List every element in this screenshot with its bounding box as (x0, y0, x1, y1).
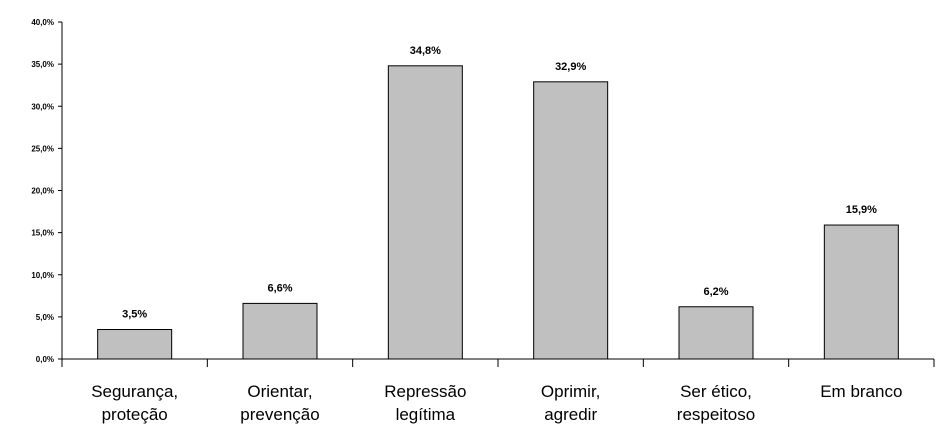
y-tick-label: 10,0% (31, 271, 54, 280)
y-tick-label: 30,0% (31, 102, 54, 111)
x-category-label: legítima (396, 405, 456, 424)
x-category-label: Oprimir, (541, 382, 601, 401)
x-category-label: Segurança, (91, 382, 178, 401)
x-category-label: Ser ético, (680, 382, 752, 401)
bar-value-label: 3,5% (122, 309, 147, 321)
x-category-label: respeitoso (677, 405, 755, 424)
y-tick-label: 35,0% (31, 60, 54, 69)
y-tick-label: 40,0% (31, 18, 54, 27)
bar (97, 329, 173, 360)
y-tick-label: 5,0% (36, 313, 54, 322)
x-category-label: Repressão (384, 382, 466, 401)
y-tick-label: 15,0% (31, 229, 54, 238)
bar-value-label: 32,9% (555, 61, 586, 73)
y-tick-label: 20,0% (31, 187, 54, 196)
x-category-label: proteção (102, 405, 168, 424)
y-tick-label: 25,0% (31, 144, 54, 153)
bar (678, 306, 754, 360)
bar (823, 224, 899, 360)
bar (533, 81, 609, 360)
bar-value-label: 34,8% (410, 45, 441, 57)
x-category-label: agredir (544, 405, 597, 424)
bar-value-label: 6,6% (267, 282, 292, 294)
x-category-label: prevenção (240, 405, 319, 424)
bar (387, 65, 463, 360)
bars (97, 65, 899, 360)
bar (242, 302, 318, 360)
bar-value-label: 15,9% (846, 204, 877, 216)
x-category-label: Orientar, (247, 382, 312, 401)
x-category-label: Em branco (820, 382, 902, 401)
bar-value-label: 6,2% (703, 286, 728, 298)
labels: 3,5% Segurança, proteção 6,6% Orientar, preve… (91, 45, 902, 424)
axes: 0,0% 5,0% 10,0% 15,0% 20,0% 25,0% 30,0% 35,0% 40… (31, 18, 935, 367)
y-tick-label: 0,0% (36, 355, 54, 364)
